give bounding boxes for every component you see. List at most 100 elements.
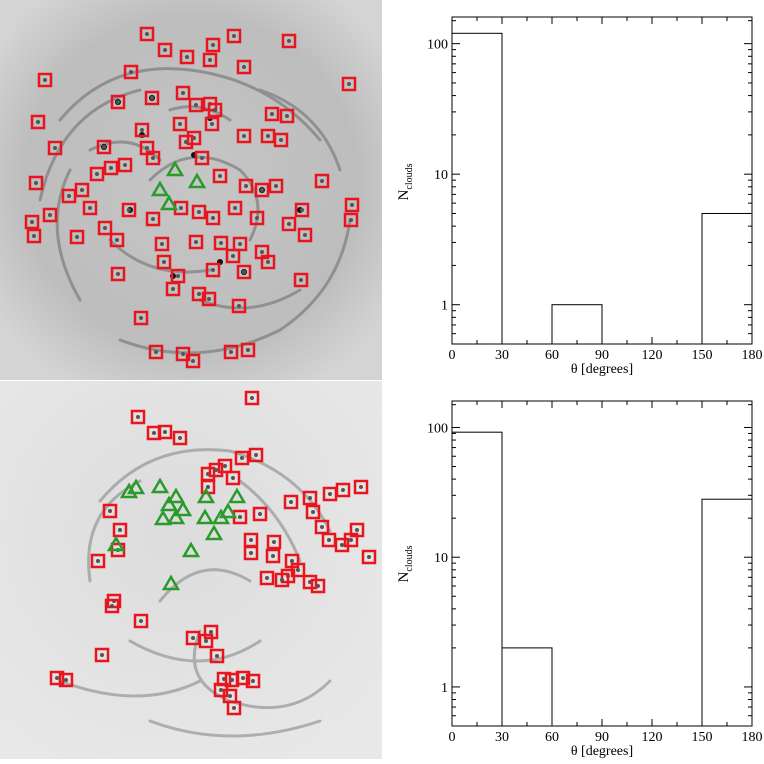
cloud-square-marker <box>240 342 256 358</box>
cloud-center-dot <box>271 554 275 558</box>
cloud-square-marker <box>74 182 90 198</box>
plot-frame <box>451 16 753 345</box>
cloud-square-marker <box>198 633 214 649</box>
cloud-square-marker <box>236 128 252 144</box>
cloud-center-dot <box>242 270 246 274</box>
cloud-center-dot <box>207 297 211 301</box>
cloud-square-marker <box>279 108 295 124</box>
cloud-square-marker <box>145 211 161 227</box>
x-tick-label: 180 <box>742 730 763 745</box>
cloud-center-dot <box>287 39 291 43</box>
x-tick-label: 90 <box>595 348 609 363</box>
cloud-square-marker <box>102 503 118 519</box>
cloud-center-dot <box>145 146 149 150</box>
cloud-square-marker <box>245 673 261 689</box>
cloud-center-dot <box>266 134 270 138</box>
cloud-square-marker <box>47 140 63 156</box>
cloud-square-marker <box>145 150 161 166</box>
cloud-square-marker <box>236 264 252 280</box>
cloud-triangle-marker <box>119 482 139 499</box>
cloud-center-dot <box>341 488 345 492</box>
cloud-center-dot <box>75 235 79 239</box>
cloud-center-dot <box>108 509 112 513</box>
histogram-top: 0 30 60 90 120 150 180 1 10 100 θ [degrees] Nclou… <box>382 0 764 380</box>
histogram-bottom-svg: 0 30 60 90 120 150 180 1 10 100 θ [degrees] Nclou… <box>396 400 763 759</box>
cloud-square-marker <box>144 90 160 106</box>
cloud-square-marker <box>201 291 217 307</box>
cloud-square-marker <box>134 122 150 138</box>
cloud-center-dot <box>80 188 84 192</box>
cloud-center-dot <box>116 272 120 276</box>
cloud-triangle-marker <box>106 535 126 552</box>
axis-ticks: 0 30 60 90 120 150 180 1 10 100 <box>427 401 763 745</box>
cloud-square-marker <box>274 572 290 588</box>
cloud-square-marker <box>249 210 265 226</box>
cloud-center-dot <box>280 578 284 582</box>
cloud-triangle-marker <box>187 172 207 189</box>
cloud-center-dot <box>290 559 294 563</box>
cloud-square-marker <box>103 160 119 176</box>
cloud-center-dot <box>254 453 258 457</box>
cloud-triangle-marker <box>211 508 231 525</box>
cloud-square-marker <box>353 479 369 495</box>
cloud-center-dot <box>230 678 234 682</box>
cloud-square-marker <box>110 266 126 282</box>
cloud-center-dot <box>296 568 300 572</box>
cloud-square-marker <box>188 97 204 113</box>
cloud-center-dot <box>179 206 183 210</box>
cloud-square-marker <box>148 344 164 360</box>
cloud-square-marker <box>42 207 58 223</box>
map-bottom-svg <box>0 381 382 759</box>
cloud-center-dot <box>103 226 107 230</box>
cloud-triangle-marker <box>165 160 185 177</box>
cloud-center-dot <box>116 100 120 104</box>
cloud-triangle-marker <box>196 487 216 504</box>
x-tick-label: 0 <box>449 730 456 745</box>
cloud-center-dot <box>320 525 324 529</box>
cloud-center-dot <box>48 213 52 217</box>
cloud-triangle-marker <box>153 509 173 526</box>
cloud-center-dot <box>228 694 232 698</box>
cloud-center-dot <box>129 70 133 74</box>
cloud-center-dot <box>206 485 210 489</box>
cloud-center-dot <box>328 492 332 496</box>
cloud-center-dot <box>242 65 246 69</box>
cloud-square-marker <box>252 506 268 522</box>
cloud-center-dot <box>197 292 201 296</box>
cloud-center-dot <box>244 184 248 188</box>
cloud-center-dot <box>109 166 113 170</box>
x-tick-label: 150 <box>692 730 713 745</box>
cloud-square-marker <box>69 229 85 245</box>
cloud-center-dot <box>213 108 217 112</box>
cloud-center-dot <box>285 114 289 118</box>
cloud-square-marker <box>235 670 251 686</box>
cloud-triangle-marker <box>227 487 247 504</box>
cloud-center-dot <box>163 430 167 434</box>
cloud-center-dot <box>160 242 164 246</box>
cloud-center-dot <box>232 34 236 38</box>
cloud-center-dot <box>242 134 246 138</box>
cloud-center-dot <box>238 515 242 519</box>
cloud-center-dot <box>350 203 354 207</box>
cloud-square-marker <box>109 232 125 248</box>
y-tick-label: 1 <box>441 681 448 696</box>
cloud-square-marker <box>191 204 207 220</box>
histogram-top-svg: 0 30 60 90 120 150 180 1 10 100 θ [degrees] Nclou… <box>396 16 763 377</box>
x-tick-label: 60 <box>545 730 559 745</box>
cloud-square-marker <box>281 216 297 232</box>
cloud-center-dot <box>197 210 201 214</box>
cloud-center-dot <box>308 496 312 500</box>
cloud-square-marker <box>28 175 44 191</box>
cloud-center-dot <box>255 216 259 220</box>
histogram-bar <box>551 304 603 345</box>
cloud-triangle-marker <box>150 180 170 197</box>
cloud-center-dot <box>123 163 127 167</box>
cloud-center-dot <box>64 678 68 682</box>
cloud-center-dot <box>191 359 195 363</box>
cloud-center-dot <box>150 96 154 100</box>
cloud-center-dot <box>53 146 57 150</box>
cloud-square-marker <box>97 220 113 236</box>
cloud-center-dot <box>215 654 219 658</box>
cloud-center-dot <box>152 431 156 435</box>
x-tick-label: 60 <box>545 348 559 363</box>
